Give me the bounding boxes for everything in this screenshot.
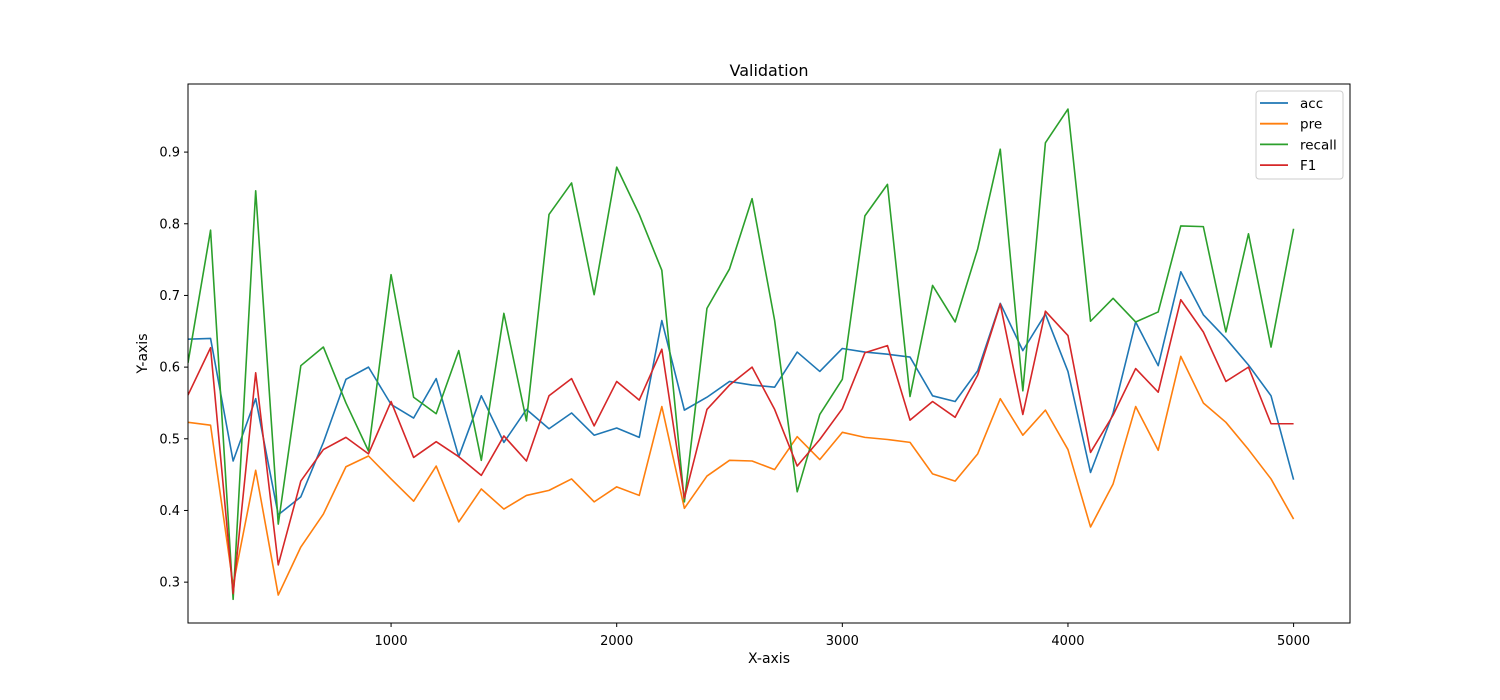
- x-axis-label: X-axis: [748, 651, 790, 667]
- legend: acc pre recall F1: [1255, 90, 1344, 180]
- legend-label-recall: recall: [1300, 137, 1337, 153]
- legend-box: [1255, 90, 1344, 180]
- x-tick-label: 5000: [1277, 634, 1310, 649]
- y-tick-label: 0.8: [159, 217, 180, 232]
- y-axis-ticks: 0.3 0.4 0.5 0.6 0.7 0.8 0.9: [159, 146, 188, 591]
- y-tick-label: 0.9: [159, 146, 180, 161]
- series-line-acc: [188, 270, 1295, 516]
- series-layer: [188, 108, 1295, 601]
- chart-title: Validation: [729, 61, 808, 80]
- x-tick-label: 2000: [600, 634, 633, 649]
- x-axis-ticks: 1000 2000 3000 4000 5000: [375, 623, 1310, 649]
- x-tick-label: 4000: [1051, 634, 1084, 649]
- y-axis-label: Y-axis: [135, 334, 151, 375]
- y-tick-label: 0.5: [159, 432, 180, 447]
- x-tick-label: 1000: [375, 634, 408, 649]
- series-line-f1: [188, 298, 1294, 595]
- legend-label-pre: pre: [1300, 117, 1322, 133]
- y-tick-label: 0.4: [159, 504, 180, 519]
- y-tick-label: 0.6: [159, 361, 180, 376]
- y-tick-label: 0.7: [159, 289, 180, 304]
- plot-frame: [187, 83, 1351, 624]
- series-line-recall: [188, 108, 1295, 601]
- series-line-pre: [188, 355, 1295, 596]
- legend-label-acc: acc: [1300, 96, 1323, 112]
- legend-label-f1: F1: [1300, 158, 1316, 174]
- x-tick-label: 3000: [826, 634, 859, 649]
- y-tick-label: 0.3: [159, 576, 180, 591]
